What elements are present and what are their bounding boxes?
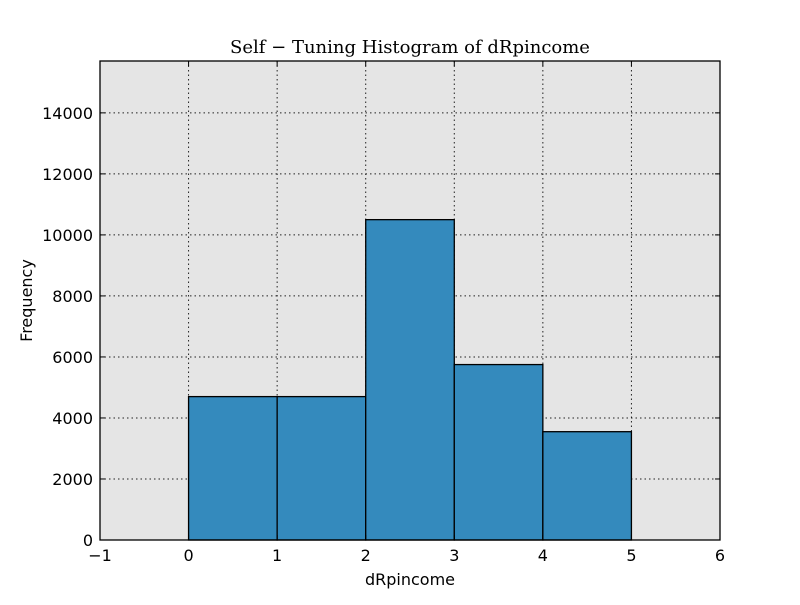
x-tick-label: 4: [538, 546, 548, 565]
plot-frame: [99, 60, 721, 541]
x-tick-label: 6: [715, 546, 725, 565]
histogram-bar-2: [365, 218, 455, 541]
histogram-bar-0: [187, 395, 278, 541]
x-axis-label: dRpincome: [365, 570, 455, 589]
axis-ticks: −1 0 1 2 3 4 5 60200040006000800010000120001400…: [42, 61, 725, 565]
chart-title: Self − Tuning Histogram of dRpincome: [230, 37, 590, 58]
y-tick-label: 14000: [42, 104, 93, 123]
histogram-bar-1: [276, 395, 367, 541]
x-tick-label: 1: [272, 546, 282, 565]
histogram-bar-4: [542, 431, 633, 541]
y-tick-label: 12000: [42, 165, 93, 184]
y-tick-label: 6000: [52, 348, 93, 367]
x-tick-label: 0: [183, 546, 193, 565]
x-tick-label: 3: [449, 546, 459, 565]
y-tick-label: 10000: [42, 226, 93, 245]
x-tick-label: 2: [361, 546, 371, 565]
y-axis-label: Frequency: [17, 259, 36, 342]
y-tick-label: 2000: [52, 470, 93, 489]
y-tick-label: 4000: [52, 409, 93, 428]
histogram-bars: [187, 218, 633, 541]
x-tick-label: −1: [88, 546, 112, 565]
histogram-bar-3: [453, 363, 544, 541]
y-tick-label: 8000: [52, 287, 93, 306]
x-tick-label: 5: [626, 546, 636, 565]
y-tick-label: 0: [83, 531, 93, 550]
